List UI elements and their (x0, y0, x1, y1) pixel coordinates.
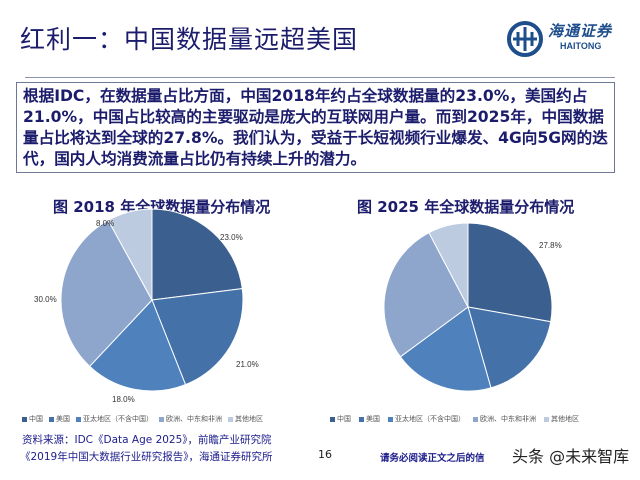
logo-text-en: HAITONG (560, 41, 602, 51)
legend-item: 美国 (359, 414, 380, 424)
legend-swatch (22, 416, 27, 422)
legend-swatch (359, 416, 364, 422)
data-label: 21.0% (236, 360, 259, 369)
pie-slice (399, 306, 492, 392)
pie-slice (383, 231, 469, 358)
legend-swatch (159, 416, 164, 422)
legend-item: 亚太地区（不含中国） (388, 414, 465, 424)
pie-slice (88, 299, 187, 392)
legend-item: 中国 (330, 414, 351, 424)
pie-slice (467, 306, 552, 389)
source-line-1: 资料来源：IDC《Data Age 2025》，前瞻产业研究院 (22, 434, 272, 446)
data-label: 27.8% (539, 241, 562, 250)
pie-slice (60, 219, 153, 368)
watermark: 头条 @未来智库 (512, 447, 630, 466)
page-title: 红利一：中国数据量远超美国 (20, 25, 359, 54)
legend-label: 其他地区 (235, 415, 263, 423)
disclaimer-footer: 请务必阅读正文之后的信 (380, 453, 485, 464)
legend-item: 中国 (22, 414, 43, 424)
legend-item: 美国 (49, 414, 70, 424)
pie-slice (151, 208, 243, 301)
legend-label: 中国 (29, 415, 43, 423)
legend-item: 欧洲、中东和非洲 (159, 414, 222, 424)
legend-label: 亚太地区（不含中国） (83, 415, 153, 423)
legend-item: 其他地区 (544, 414, 579, 424)
legend-label: 欧洲、中东和非洲 (480, 415, 536, 423)
haitong-logo-icon (507, 21, 543, 57)
legend-2018: 中国 美国 亚太地区（不含中国） 欧洲、中东和非洲 其他地区 (22, 414, 263, 424)
legend-label: 美国 (56, 415, 70, 423)
legend-swatch (388, 416, 393, 422)
pie-slice (428, 222, 469, 308)
source-line-2: 《2019年中国大数据行业研究报告》，海通证券研究所 (20, 451, 273, 463)
legend-swatch (76, 416, 81, 422)
legend-2025: 中国 美国 亚太地区（不含中国） 欧洲、中东和非洲 其他地区 (330, 414, 579, 424)
pie-slice (107, 208, 153, 301)
pie-slice (467, 222, 553, 323)
legend-label: 其他地区 (551, 415, 579, 423)
pie-slice (151, 288, 244, 386)
data-label: 30.0% (34, 295, 57, 304)
chart-title-2025: 图 2025 年全球数据量分布情况 (357, 198, 575, 216)
data-label: 8.0% (96, 219, 115, 228)
legend-label: 美国 (366, 415, 380, 423)
legend-swatch (330, 416, 335, 422)
legend-label: 欧洲、中东和非洲 (166, 415, 222, 423)
logo-text-cn: 海通证券 (548, 22, 613, 40)
legend-label: 中国 (337, 415, 351, 423)
legend-item: 亚太地区（不含中国） (76, 414, 153, 424)
summary-box: 根据IDC，在数据量占比方面，中国2018年约占全球数据量的23.0%，美国约占… (16, 82, 615, 173)
data-label: 18.0% (112, 395, 135, 404)
chart-title-2018: 图 2018 年全球数据量分布情况 (53, 198, 271, 216)
legend-swatch (473, 416, 478, 422)
legend-item: 欧洲、中东和非洲 (473, 414, 536, 424)
data-label: 23.0% (220, 233, 243, 242)
title-divider (25, 77, 615, 78)
summary-text: 根据IDC，在数据量占比方面，中国2018年约占全球数据量的23.0%，美国约占… (23, 87, 608, 168)
legend-item: 其他地区 (228, 414, 263, 424)
legend-swatch (544, 416, 549, 422)
legend-label: 亚太地区（不含中国） (395, 415, 465, 423)
legend-swatch (228, 416, 233, 422)
page-number: 16 (318, 448, 332, 461)
legend-swatch (49, 416, 54, 422)
